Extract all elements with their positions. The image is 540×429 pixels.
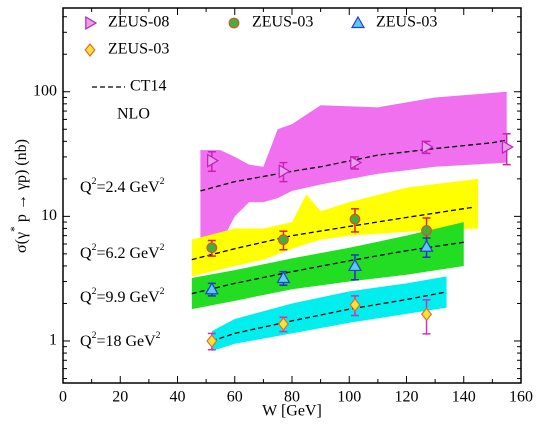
x-tick-label: 120 — [395, 389, 419, 406]
text-part: Q — [80, 179, 92, 196]
x-tick-label: 80 — [284, 389, 300, 406]
legend-label: ZEUS-03 — [252, 14, 313, 31]
superscript: 2 — [92, 286, 97, 297]
theory-curve — [191, 206, 473, 261]
text-part: Q — [80, 333, 92, 350]
marker — [207, 153, 220, 168]
annotation: Q2=9.9 GeV2 — [80, 286, 165, 305]
annotation: Q2=18 GeV2 — [80, 330, 161, 349]
x-tick-label: 0 — [59, 389, 67, 406]
band — [191, 222, 464, 310]
superscript: 2 — [160, 176, 165, 187]
marker — [276, 270, 291, 284]
marker — [421, 225, 432, 236]
legend-label: CT14 — [130, 78, 166, 95]
note: NLO — [117, 106, 150, 123]
theory-curve — [211, 291, 444, 342]
marker — [349, 213, 361, 225]
text-part: σ(γ — [13, 232, 30, 253]
marker — [420, 307, 433, 322]
theory-curve — [191, 241, 464, 295]
y-tick-label: 10 — [41, 207, 57, 224]
superscript: 2 — [156, 330, 161, 341]
text-part: Q — [80, 289, 92, 306]
text-part: =2.4 GeV — [96, 179, 160, 196]
annotation: Q2=2.4 GeV2 — [80, 176, 165, 195]
text-part: Q — [80, 245, 92, 262]
marker — [501, 139, 514, 155]
marker — [349, 297, 361, 312]
superscript: 2 — [92, 176, 97, 187]
marker — [206, 242, 218, 254]
superscript: 2 — [92, 242, 97, 253]
legend-marker — [85, 15, 98, 31]
superscript: * — [7, 226, 20, 232]
annotation: Q2=6.2 GeV2 — [80, 242, 165, 261]
superscript: 2 — [92, 330, 97, 341]
y-axis-label: σ(γ* p → γp) (nb) — [7, 139, 29, 253]
marker — [278, 164, 291, 179]
marker — [278, 234, 289, 246]
legend-label: ZEUS-08 — [108, 14, 169, 31]
x-tick-label: 100 — [337, 389, 361, 406]
superscript: 2 — [160, 286, 165, 297]
legend-label: ZEUS-03 — [108, 41, 169, 58]
legend-label: ZEUS-03 — [376, 14, 437, 31]
superscript: 2 — [160, 242, 165, 253]
band — [200, 91, 507, 266]
marker — [350, 155, 363, 170]
text-part: =18 GeV — [96, 333, 156, 350]
x-axis-label: W [GeV] — [262, 403, 322, 420]
legend-marker — [350, 15, 366, 29]
x-tick-label: 160 — [509, 389, 533, 406]
x-tick-label: 60 — [227, 389, 243, 406]
marker — [277, 316, 289, 331]
marker — [419, 239, 434, 252]
legend-marker — [84, 43, 96, 57]
marker — [206, 334, 218, 348]
band — [191, 178, 479, 277]
y-tick-label: 100 — [33, 82, 57, 99]
y-tick-label: 1 — [49, 332, 57, 349]
marker — [347, 258, 363, 272]
legend-marker — [228, 17, 240, 29]
marker — [204, 282, 219, 295]
text-part: p → γp) (nb) — [13, 139, 30, 226]
text-part: =6.2 GeV — [96, 245, 160, 262]
x-tick-label: 140 — [452, 389, 476, 406]
x-tick-label: 20 — [112, 389, 128, 406]
text-part: =9.9 GeV — [96, 289, 160, 306]
x-tick-label: 40 — [170, 389, 186, 406]
marker — [421, 139, 434, 155]
